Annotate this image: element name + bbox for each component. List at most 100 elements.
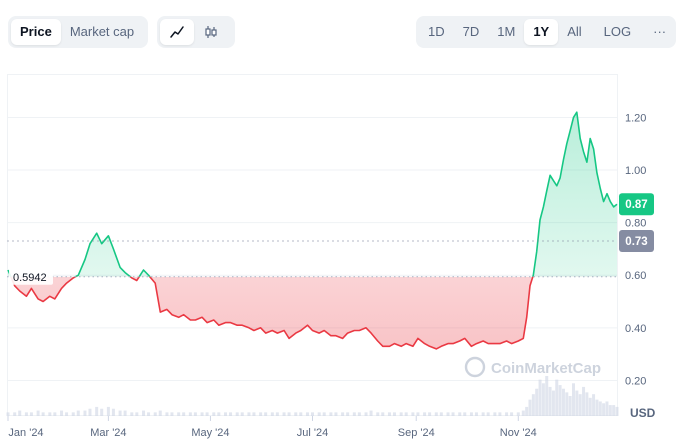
volume-bar bbox=[572, 383, 575, 416]
volume-bar bbox=[275, 412, 279, 416]
volume-bar bbox=[71, 412, 75, 416]
volume-bar bbox=[165, 412, 169, 416]
volume-bar bbox=[565, 392, 569, 416]
volume-bar bbox=[13, 412, 17, 416]
price-line-badge: 0.73 bbox=[7, 230, 654, 253]
range-1d[interactable]: 1D bbox=[428, 24, 445, 39]
volume-bar bbox=[434, 412, 438, 416]
y-tick-label: 1.00 bbox=[625, 165, 646, 177]
line-chart-button[interactable] bbox=[160, 19, 194, 45]
price-tab[interactable]: Price bbox=[11, 19, 61, 45]
volume-bar bbox=[399, 412, 403, 416]
volume-bar bbox=[392, 412, 396, 416]
candlestick-button[interactable] bbox=[194, 19, 228, 45]
log-scale-button[interactable]: LOG bbox=[603, 24, 632, 39]
x-axis: Jan '24 Mar '24 May '24 Jul '24 Sep '24 Nov '… bbox=[7, 416, 537, 439]
volume-bar bbox=[153, 412, 157, 416]
volume-bar bbox=[60, 410, 64, 416]
volume-bar bbox=[182, 412, 186, 416]
volume-bar bbox=[95, 406, 99, 416]
volume-bar bbox=[555, 379, 559, 416]
volume-bar bbox=[240, 412, 244, 416]
volume-bar bbox=[123, 410, 127, 416]
price-line-value: 0.73 bbox=[625, 236, 647, 248]
volume-bar bbox=[259, 412, 263, 416]
volume-bar bbox=[486, 412, 490, 416]
volume-bar bbox=[229, 412, 233, 416]
volume-bar bbox=[217, 412, 221, 416]
volume-bar bbox=[387, 412, 391, 416]
volume-bar bbox=[458, 412, 462, 416]
market-cap-tab[interactable]: Market cap bbox=[69, 24, 135, 39]
volume-bar bbox=[212, 412, 216, 416]
volume-bar bbox=[357, 412, 361, 416]
volume-bar bbox=[605, 401, 609, 416]
range-1m[interactable]: 1M bbox=[497, 24, 516, 39]
more-options-button[interactable]: ··· bbox=[653, 24, 667, 39]
volume-bar bbox=[83, 410, 87, 416]
volume-bar bbox=[541, 383, 545, 416]
volume-bar bbox=[76, 410, 80, 416]
volume-bar bbox=[142, 410, 146, 416]
volume-bar bbox=[287, 412, 291, 416]
volume-bar bbox=[592, 394, 596, 416]
volume-bar bbox=[106, 406, 110, 416]
volume-bar bbox=[36, 410, 40, 416]
price-chart[interactable]: CoinMarketCap 0.5942 1.20 1.00 0.80 0.60 0.4… bbox=[0, 70, 677, 439]
volume-bar bbox=[294, 412, 298, 416]
volume-bar bbox=[200, 412, 204, 416]
volume-bar bbox=[446, 412, 450, 416]
coinmarketcap-logo-icon bbox=[464, 356, 486, 378]
volume-bar bbox=[334, 412, 338, 416]
volume-bar bbox=[24, 412, 28, 416]
range-1y[interactable]: 1Y bbox=[524, 19, 559, 45]
volume-bar bbox=[158, 410, 162, 416]
volume-bar bbox=[608, 405, 612, 416]
x-tick-label: Mar '24 bbox=[90, 427, 126, 439]
area-above-baseline bbox=[8, 112, 617, 277]
volume-bar bbox=[474, 412, 478, 416]
y-tick-label: 0.20 bbox=[625, 375, 646, 387]
area-below-baseline bbox=[8, 276, 617, 349]
volume-bar bbox=[598, 401, 602, 416]
volume-bar bbox=[118, 410, 122, 416]
volume-bar bbox=[53, 412, 57, 416]
volume-bar bbox=[423, 412, 427, 416]
volume-bar bbox=[595, 399, 599, 416]
range-7d[interactable]: 7D bbox=[462, 24, 480, 39]
volume-bar bbox=[170, 412, 174, 416]
y-tick-label: 0.80 bbox=[625, 218, 646, 230]
volume-bar bbox=[305, 412, 309, 416]
volume-bar bbox=[521, 410, 525, 416]
currency-label: USD bbox=[630, 406, 656, 420]
chart-type-toggle bbox=[157, 16, 235, 48]
volume-bar bbox=[311, 412, 314, 416]
volume-bar bbox=[193, 412, 197, 416]
baseline-tag: 0.5942 bbox=[9, 268, 53, 285]
volume-bar bbox=[411, 412, 415, 416]
volume-bar bbox=[615, 406, 619, 416]
x-tick-label: Sep '24 bbox=[398, 427, 435, 439]
volume-bar bbox=[177, 412, 181, 416]
volume-bar bbox=[493, 412, 497, 416]
volume-bar bbox=[235, 412, 239, 416]
volume-bar bbox=[588, 397, 592, 416]
volume-bar bbox=[322, 412, 326, 416]
volume-bar bbox=[270, 412, 274, 416]
volume-bar bbox=[416, 412, 420, 416]
x-tick-label: Jul '24 bbox=[297, 427, 328, 439]
volume-bar bbox=[147, 412, 151, 416]
price-line-up bbox=[7, 111, 618, 277]
volume-bar bbox=[100, 408, 104, 416]
y-tick-label: 0.60 bbox=[625, 270, 646, 282]
volume-bar bbox=[264, 412, 268, 416]
y-axis: 1.20 1.00 0.80 0.60 0.40 0.20 bbox=[625, 112, 646, 387]
volume-bar bbox=[188, 412, 192, 416]
volume-bar bbox=[88, 408, 92, 416]
range-all[interactable]: All bbox=[567, 24, 582, 39]
volume-bar bbox=[41, 412, 45, 416]
volume-bar bbox=[548, 386, 552, 416]
volume-bar bbox=[578, 394, 582, 416]
volume-bar bbox=[135, 412, 139, 416]
volume-bar bbox=[568, 396, 572, 416]
